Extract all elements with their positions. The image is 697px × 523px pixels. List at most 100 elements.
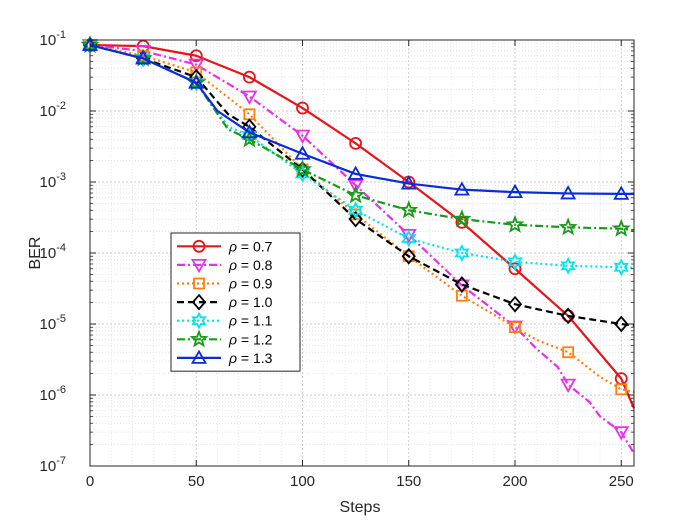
y-tick-label: 10-4 <box>40 242 66 262</box>
pentagram-marker <box>505 214 525 233</box>
legend-entry: ρ = 0.9 <box>177 276 273 292</box>
circle-marker <box>455 215 469 229</box>
triangle-down-marker <box>613 426 630 441</box>
triangle-up-marker <box>190 349 208 364</box>
legend-label: ρ = 1.0 <box>228 294 273 310</box>
legend-symbol: ρ <box>228 257 237 273</box>
x-tick-label: 100 <box>290 473 315 490</box>
hexagram-marker <box>191 311 207 330</box>
hexagram-marker <box>294 164 311 183</box>
triangle-up-marker <box>506 183 524 199</box>
triangle-up-marker <box>560 185 577 200</box>
triangle-down-marker <box>135 45 152 60</box>
y-tick-label: 10-1 <box>40 29 66 49</box>
legend-entry: ρ = 1.2 <box>177 329 273 348</box>
y-tick-exponent: -5 <box>56 313 66 325</box>
legend-label: ρ = 1.3 <box>228 350 273 366</box>
diamond-marker <box>507 295 523 313</box>
square-marker <box>615 383 628 396</box>
y-tick-base: 10 <box>40 316 57 333</box>
y-tick-exponent: -4 <box>56 242 66 254</box>
diamond-marker <box>191 293 207 311</box>
legend-symbol: ρ <box>228 350 237 366</box>
pentagram-marker <box>292 159 313 178</box>
legend-entry: ρ = 0.7 <box>177 238 273 254</box>
y-tick-exponent: -7 <box>56 455 66 467</box>
x-tick-label: 250 <box>609 473 634 490</box>
pentagram-marker <box>346 185 366 204</box>
square-marker <box>193 277 205 290</box>
y-tick-label: 10-6 <box>40 384 66 404</box>
circle-marker <box>508 262 522 276</box>
square-marker <box>562 346 575 359</box>
legend-symbol: ρ <box>228 294 237 310</box>
x-tick-label: 150 <box>396 473 421 490</box>
diamond-marker <box>614 315 629 333</box>
y-tick-label: 10-3 <box>40 171 66 191</box>
x-tick-label: 50 <box>188 473 205 490</box>
y-tick-exponent: -6 <box>56 384 66 396</box>
legend-entry: ρ = 0.8 <box>177 257 273 274</box>
series-6 <box>81 36 634 200</box>
y-tick-base: 10 <box>40 458 57 475</box>
diamond-marker <box>454 276 470 293</box>
legend-value: = 0.9 <box>237 276 273 292</box>
series-line <box>89 43 635 269</box>
hexagram-marker <box>135 49 151 68</box>
hexagram-marker <box>613 258 630 277</box>
triangle-down-marker <box>188 58 205 73</box>
legend: ρ = 0.7ρ = 0.8ρ = 0.9ρ = 1.0ρ = 1.1ρ = 1… <box>170 232 301 372</box>
legend-value: = 1.3 <box>237 350 273 366</box>
x-tick-label: 0 <box>86 473 94 490</box>
square-marker <box>509 321 521 334</box>
y-tick-label: 10-5 <box>40 313 66 333</box>
triangle-up-marker <box>347 165 364 180</box>
legend-symbol: ρ <box>228 238 237 254</box>
triangle-down-marker <box>560 378 577 393</box>
series-group <box>80 34 636 455</box>
triangle-up-marker <box>400 175 417 190</box>
triangle-up-marker <box>613 185 630 200</box>
triangle-up-marker <box>241 124 258 139</box>
pentagram-marker <box>189 329 209 348</box>
legend-symbol: ρ <box>228 276 237 292</box>
pentagram-marker <box>611 218 631 237</box>
diamond-marker <box>348 210 363 228</box>
legend-value: = 1.2 <box>237 331 273 347</box>
y-axis-label: BER <box>27 237 44 270</box>
circle-marker <box>242 70 256 84</box>
y-tick-base: 10 <box>40 245 57 262</box>
circle-marker <box>192 239 206 253</box>
y-tick-exponent: -2 <box>56 100 66 112</box>
diamond-marker <box>401 247 416 265</box>
diamond-marker <box>560 307 576 325</box>
pentagram-marker <box>452 209 472 228</box>
y-tick-label: 10-2 <box>40 100 66 120</box>
legend-symbol: ρ <box>228 331 237 347</box>
x-tick-label: 200 <box>502 473 527 490</box>
hexagram-marker <box>347 201 364 220</box>
legend-symbol: ρ <box>228 313 237 329</box>
y-tick-exponent: -3 <box>56 171 66 183</box>
legend-label: ρ = 0.9 <box>228 276 273 292</box>
series-4 <box>82 36 635 277</box>
y-tick-base: 10 <box>40 32 57 49</box>
legend-label: ρ = 0.7 <box>228 238 273 254</box>
legend-label: ρ = 1.1 <box>228 313 273 329</box>
series-line <box>89 43 635 455</box>
triangle-up-marker <box>135 50 152 65</box>
y-tick-base: 10 <box>40 387 57 404</box>
legend-value: = 0.8 <box>237 257 273 273</box>
y-tick-exponent: -1 <box>56 29 66 41</box>
hexagram-marker <box>560 256 576 275</box>
legend-entry: ρ = 1.1 <box>177 311 273 330</box>
hexagram-marker <box>400 229 417 248</box>
circle-marker <box>349 136 363 150</box>
triangle-down-marker <box>294 129 311 144</box>
axis-ticks: 10-710-610-510-410-310-210-10 50 100 150 200… <box>40 29 634 490</box>
y-tick-label: 10-7 <box>40 455 66 475</box>
circle-marker <box>189 49 203 63</box>
series-line <box>89 43 634 195</box>
circle-marker <box>296 101 309 115</box>
